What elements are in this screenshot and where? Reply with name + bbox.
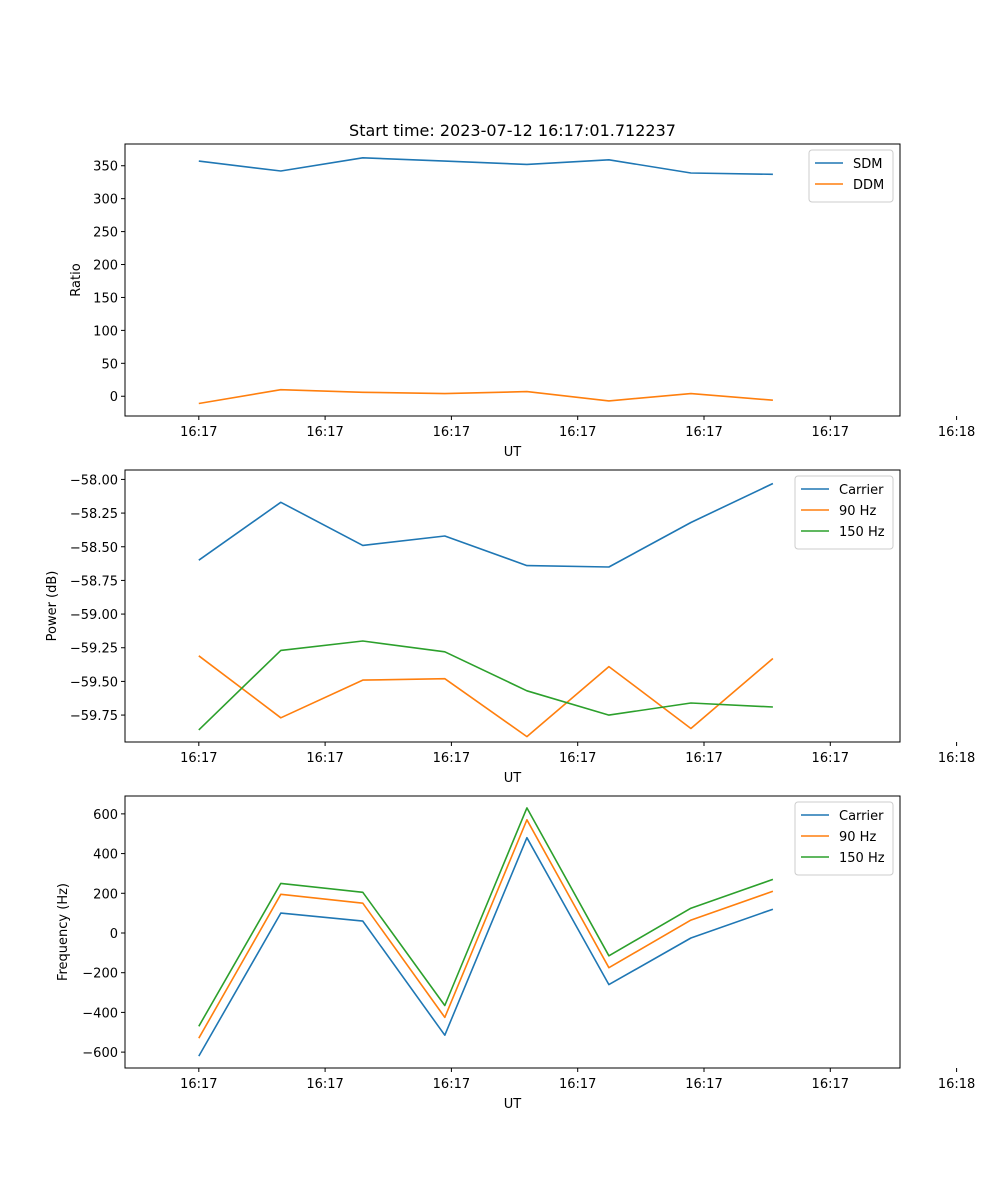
y-tick-label: 250: [93, 226, 118, 241]
y-tick-label: −600: [82, 1046, 118, 1061]
x-tick-label: 16:17: [685, 751, 722, 766]
y-tick-label: 0: [110, 927, 118, 942]
y-tick-label: −58.25: [70, 507, 118, 522]
x-tick-label: 16:17: [559, 1077, 596, 1092]
x-tick-label: 16:17: [559, 425, 596, 440]
legend-label: 150 Hz: [839, 851, 885, 866]
y-tick-label: −58.50: [70, 541, 118, 556]
legend-label: SDM: [853, 157, 882, 172]
y-tick-label: −59.75: [70, 709, 118, 724]
legend-label: 90 Hz: [839, 830, 876, 845]
series-line-carrier: [198, 482, 774, 568]
y-tick-label: 600: [93, 808, 118, 823]
y-tick-label: 50: [101, 357, 118, 372]
legend-label: Carrier: [839, 483, 884, 498]
chart-panel-3: 16:17 16:17 16:17 16:17 16:17 16:17 16:18 −600 −…: [56, 795, 975, 1112]
y-tick-label: 100: [93, 324, 118, 339]
y-tick-label: −59.25: [70, 642, 118, 657]
x-tick-label: 16:17: [180, 1077, 217, 1092]
legend-label: 90 Hz: [839, 504, 876, 519]
series-line-90-hz: [198, 818, 774, 1039]
series-line-150-hz: [198, 640, 773, 731]
x-tick-label: 16:17: [433, 751, 470, 766]
x-tick-label: 16:17: [812, 751, 849, 766]
y-tick-label: 0: [110, 390, 118, 405]
y-tick-label: 350: [93, 160, 118, 175]
series-line-sdm: [198, 157, 773, 176]
x-tick-label: 16:17: [306, 1077, 343, 1092]
chart-title: Start time: 2023-07-12 16:17:01.712237: [349, 121, 676, 140]
y-axis-label: Frequency (Hz): [56, 883, 71, 981]
x-tick-label: 16:18: [938, 751, 975, 766]
y-tick-label: 400: [93, 848, 118, 863]
x-tick-label: 16:17: [433, 425, 470, 440]
x-tick-label: 16:17: [180, 425, 217, 440]
y-tick-label: 200: [93, 259, 118, 274]
legend-label: Carrier: [839, 809, 884, 824]
x-tick-label: 16:17: [306, 751, 343, 766]
plot-frame: [124, 469, 901, 743]
y-axis-label: Ratio: [69, 263, 84, 296]
chart-panel-1: Start time: 2023-07-12 16:17:01.712237 16…: [69, 121, 975, 460]
legend: Carrier 90 Hz 150 Hz: [794, 475, 894, 550]
y-tick-label: 150: [93, 291, 118, 306]
x-tick-label: 16:17: [812, 1077, 849, 1092]
series-line-ddm: [198, 388, 773, 405]
x-tick-label: 16:18: [938, 1077, 975, 1092]
plot-frame: [124, 795, 901, 1069]
x-axis-label: UT: [504, 445, 522, 460]
x-tick-label: 16:17: [685, 1077, 722, 1092]
x-tick-label: 16:18: [938, 425, 975, 440]
legend: SDM DDM: [808, 149, 894, 203]
x-tick-label: 16:17: [559, 751, 596, 766]
series-line-150-hz: [198, 807, 774, 1027]
x-tick-label: 16:17: [433, 1077, 470, 1092]
y-tick-label: 200: [93, 887, 118, 902]
y-tick-label: −58.00: [70, 473, 118, 488]
legend-label: 150 Hz: [839, 525, 885, 540]
series-line-carrier: [198, 836, 774, 1057]
x-tick-label: 16:17: [812, 425, 849, 440]
x-tick-label: 16:17: [180, 751, 217, 766]
x-axis-label: UT: [504, 771, 522, 786]
y-axis-label: Power (dB): [45, 571, 60, 642]
y-tick-label: −59.00: [70, 608, 118, 623]
legend: Carrier 90 Hz 150 Hz: [794, 801, 894, 876]
x-tick-label: 16:17: [685, 425, 722, 440]
y-tick-label: 300: [93, 193, 118, 208]
y-tick-label: −59.50: [70, 675, 118, 690]
plot-frame: [124, 143, 901, 417]
chart-panel-2: 16:17 16:17 16:17 16:17 16:17 16:17 16:18 −59.7…: [45, 469, 975, 786]
series-line-90-hz: [198, 655, 774, 738]
x-axis-label: UT: [504, 1097, 522, 1112]
y-tick-label: −400: [82, 1006, 118, 1021]
x-tick-label: 16:17: [306, 425, 343, 440]
y-tick-label: −58.75: [70, 574, 118, 589]
legend-label: DDM: [853, 178, 884, 193]
y-tick-label: −200: [82, 967, 118, 982]
